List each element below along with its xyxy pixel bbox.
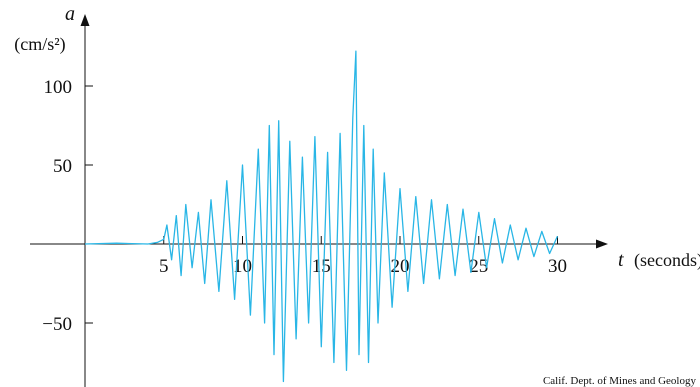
x-tick-label: 30 (548, 256, 567, 277)
x-axis-arrow (596, 239, 608, 249)
y-tick-label: 50 (53, 156, 72, 177)
y-tick-label: 100 (44, 77, 73, 98)
x-tick-label: 5 (159, 256, 169, 277)
y-axis-name: a (65, 3, 75, 25)
x-tick-label: 25 (469, 256, 488, 277)
credit-text: Calif. Dept. of Mines and Geology (543, 375, 697, 387)
y-axis-arrow (80, 14, 90, 26)
x-axis-name: t (618, 249, 624, 271)
y-ticks: 100 50 −50 (42, 77, 93, 335)
x-axis-unit: (seconds) (634, 250, 700, 271)
y-tick-label: −50 (42, 314, 72, 335)
x-tick-label: 15 (312, 256, 331, 277)
series-layer (84, 50, 559, 383)
y-axis-unit: (cm/s²) (14, 34, 65, 55)
series-line-acceleration (84, 50, 559, 383)
